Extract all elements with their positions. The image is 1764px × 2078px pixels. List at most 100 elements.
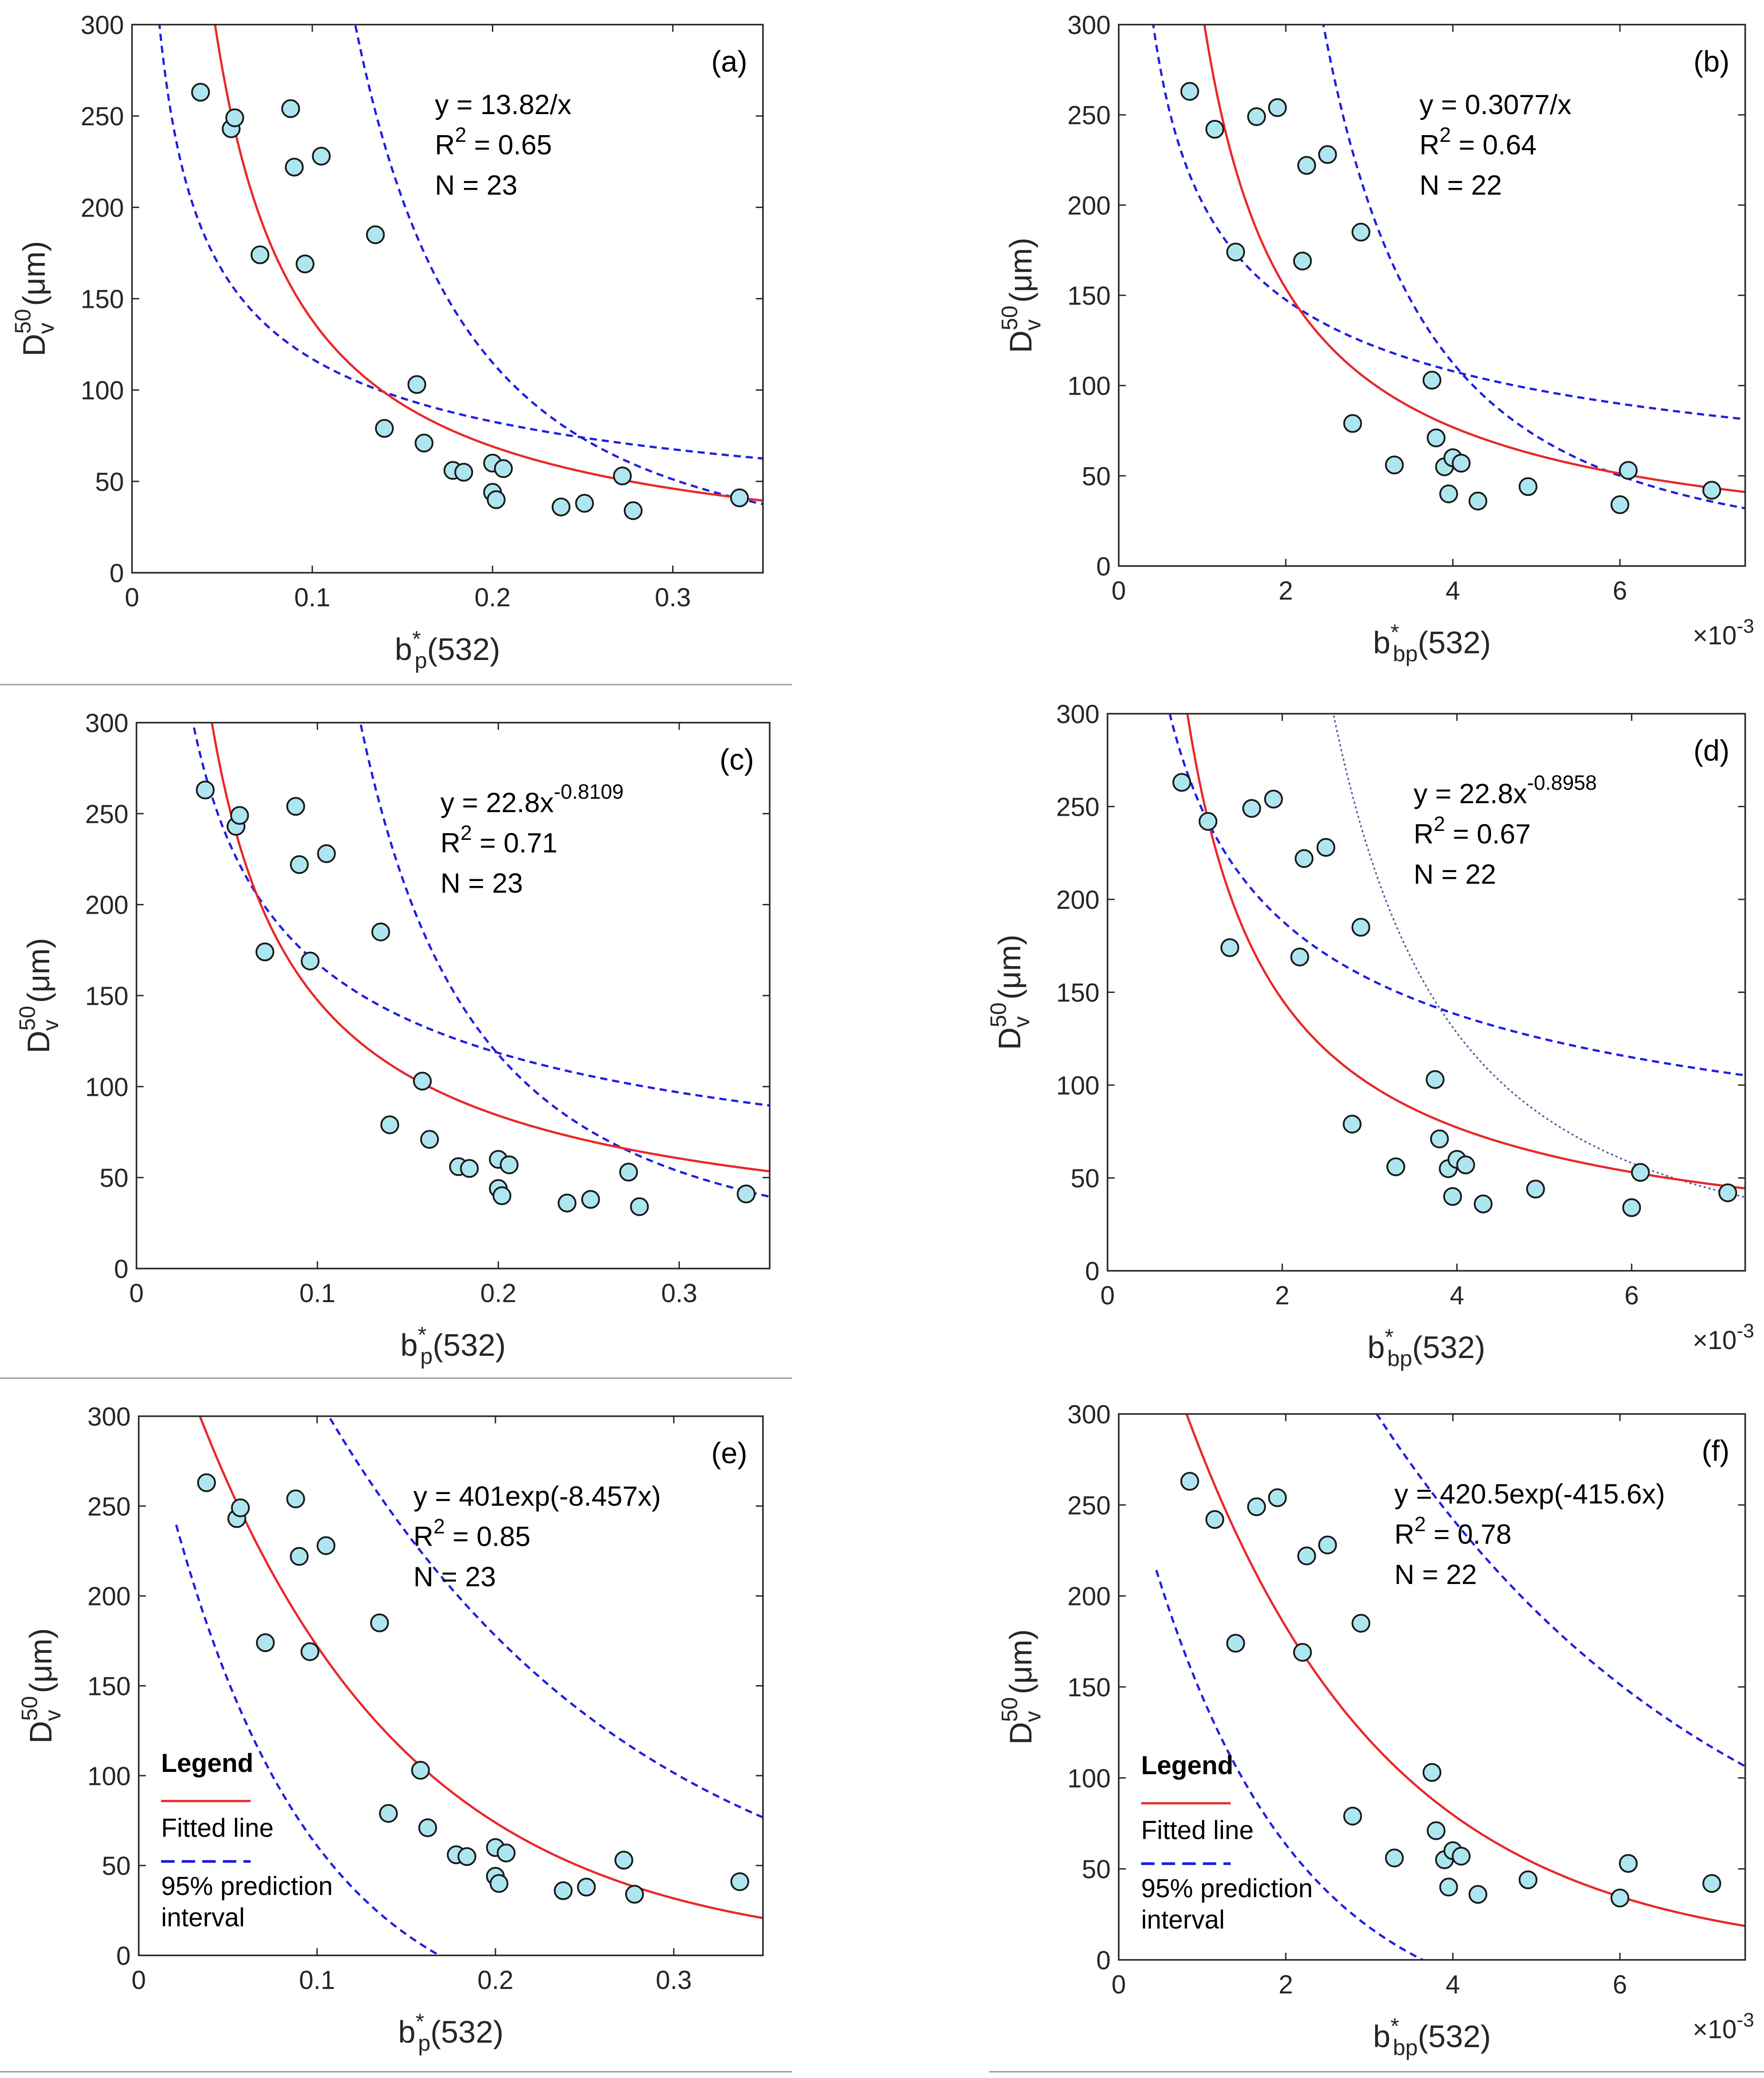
data-points xyxy=(191,83,749,520)
data-point xyxy=(1172,773,1191,792)
data-point xyxy=(457,1847,477,1866)
fitted-line xyxy=(1203,25,1745,493)
prediction-interval-lower xyxy=(175,1524,442,1955)
prediction-interval-lower xyxy=(354,25,763,506)
data-point xyxy=(554,1881,573,1900)
data-point xyxy=(1317,838,1335,857)
y-tick-label: 150 xyxy=(1056,979,1099,1008)
data-point xyxy=(1619,461,1638,480)
x-axis-label: b* bp(532) xyxy=(1368,1324,1485,1371)
r-squared: R2 = 0.65 xyxy=(435,123,552,161)
y-axis-label: D50v (μm) xyxy=(997,238,1045,353)
y-tick-label: 300 xyxy=(1056,700,1099,729)
panel-a: 0 0.1 0.2 0.3 0 50 100 150 200 250 300 b* p(532) D50v… xyxy=(10,11,764,673)
data-point xyxy=(290,855,309,874)
x-tick-label: 0.1 xyxy=(299,1966,335,1995)
y-tick-label: 250 xyxy=(1056,793,1099,822)
legend-title: Legend xyxy=(161,1749,253,1778)
data-point xyxy=(1343,1806,1362,1826)
data-point xyxy=(577,1878,596,1897)
data-point xyxy=(285,158,304,177)
legend-fitted-label: Fitted line xyxy=(161,1814,273,1843)
data-point xyxy=(281,99,300,118)
data-point xyxy=(1290,947,1309,967)
data-point xyxy=(1518,477,1538,496)
y-tick-label: 50 xyxy=(95,468,124,497)
data-point xyxy=(581,1190,600,1209)
y-tick-label: 100 xyxy=(1067,372,1111,401)
fit-equation: y = 401exp(-8.457x) xyxy=(413,1481,661,1512)
legend-title: Legend xyxy=(1141,1751,1233,1780)
data-point xyxy=(730,1872,750,1891)
data-point xyxy=(370,1613,389,1632)
data-point xyxy=(295,254,315,273)
y-tick-label: 250 xyxy=(87,1492,131,1521)
y-tick-label: 250 xyxy=(1067,101,1111,130)
data-point xyxy=(1427,1821,1446,1840)
y-tick-label: 100 xyxy=(1067,1764,1111,1793)
data-point xyxy=(1297,156,1316,175)
data-point xyxy=(1452,454,1471,473)
fit-equation: y = 420.5exp(-415.6x) xyxy=(1394,1479,1665,1510)
prediction-interval-upper xyxy=(158,25,763,460)
data-point xyxy=(730,488,749,507)
r-squared: R2 = 0.71 xyxy=(440,821,558,859)
x-tick-label: 6 xyxy=(1613,576,1627,605)
data-point xyxy=(1180,82,1199,101)
legend-pi-label: 95% prediction xyxy=(1141,1874,1313,1903)
data-point xyxy=(414,434,434,453)
data-point xyxy=(413,1072,432,1091)
y-tick-label: 200 xyxy=(81,193,124,222)
y-axis-label: D50v (μm) xyxy=(986,935,1034,1050)
data-point xyxy=(1430,1129,1449,1149)
panel-b: 0 2 4 6 0 50 100 150 200 250 300 ×10-3 b* bp(532) D50v… xyxy=(997,11,1754,666)
x-tick-label: 0 xyxy=(129,1279,144,1308)
data-point xyxy=(1351,1614,1371,1633)
fitted-line xyxy=(210,723,770,1173)
data-point xyxy=(1297,1546,1316,1566)
data-points xyxy=(1180,1472,1721,1908)
y-tick-label: 250 xyxy=(85,800,128,829)
sample-count: N = 23 xyxy=(440,868,523,899)
data-points xyxy=(197,1473,750,1904)
data-point xyxy=(619,1162,638,1182)
legend-pi-label: 95% prediction xyxy=(161,1872,333,1901)
panel-label: (f) xyxy=(1702,1434,1730,1467)
y-tick-label: 250 xyxy=(81,102,124,131)
r-squared: R2 = 0.67 xyxy=(1414,812,1531,850)
x-tick-label: 0.1 xyxy=(299,1279,336,1308)
y-tick-label: 150 xyxy=(87,1672,131,1701)
panel-e: 0 0.1 0.2 0.3 0 50 100 150 200 250 300 b* p(532) D50v… xyxy=(17,1402,764,2056)
data-point xyxy=(1226,243,1245,262)
data-point xyxy=(575,494,594,513)
panel-label: (e) xyxy=(711,1436,747,1469)
data-point xyxy=(251,245,269,264)
legend-pi-label-2: interval xyxy=(1141,1905,1225,1934)
x-tick-label: 0.2 xyxy=(477,1966,514,1995)
data-point xyxy=(558,1193,577,1213)
data-point xyxy=(380,1115,399,1134)
data-point xyxy=(1342,1115,1362,1134)
curves xyxy=(1155,1414,1745,1960)
sample-count: N = 23 xyxy=(435,170,517,201)
sample-count: N = 22 xyxy=(1394,1559,1477,1590)
prediction-interval-upper xyxy=(1375,1414,1745,1767)
x-exponent-label: ×10-3 xyxy=(1692,615,1754,650)
panel-label: (a) xyxy=(711,45,747,78)
data-point xyxy=(630,1197,649,1216)
data-points xyxy=(196,780,756,1216)
y-axis-label: D50v (μm) xyxy=(15,938,63,1053)
y-tick-label: 50 xyxy=(99,1164,128,1193)
plot-area xyxy=(1119,25,1745,566)
sample-count: N = 23 xyxy=(413,1562,496,1593)
data-point xyxy=(1385,1848,1404,1868)
y-tick-label: 300 xyxy=(85,709,128,738)
data-point xyxy=(290,1547,309,1566)
x-axis-label: b* p(532) xyxy=(401,1322,506,1369)
data-point xyxy=(1295,849,1314,868)
data-point xyxy=(497,1844,516,1863)
x-tick-label: 0.3 xyxy=(661,1279,698,1308)
y-tick-label: 150 xyxy=(1067,281,1111,311)
x-axis-label: b* bp(532) xyxy=(1373,2014,1491,2060)
